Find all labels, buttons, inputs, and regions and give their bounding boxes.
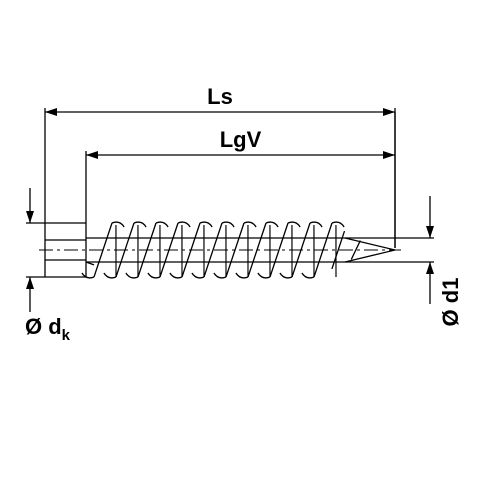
dim-label-dk: Ø dk [25, 314, 71, 344]
screw-technical-drawing: Ls LgV Ø dk Ø d1 [0, 0, 500, 500]
dim-label-d1: Ø d1 [438, 278, 463, 327]
dim-label-lgv: LgV [220, 127, 262, 152]
dim-label-ls: Ls [207, 84, 233, 109]
